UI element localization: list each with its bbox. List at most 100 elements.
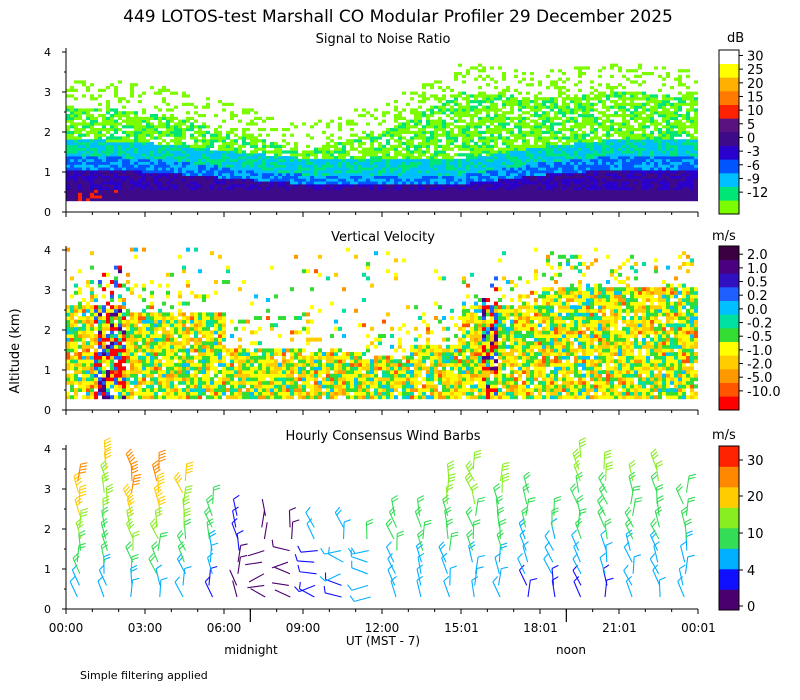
snr-cell [170, 119, 174, 123]
snr-cell [530, 83, 534, 87]
snr-cell [462, 175, 466, 179]
snr-cell [578, 181, 582, 185]
snr-cell [278, 186, 282, 190]
snr-cell [66, 125, 70, 129]
snr-cell [610, 153, 614, 157]
snr-cell [534, 178, 538, 182]
snr-cell [106, 122, 110, 126]
snr-cell [646, 94, 650, 98]
snr-cell [662, 125, 666, 129]
vv-cell [66, 341, 70, 346]
snr-cell [382, 158, 386, 162]
snr-cell [106, 156, 110, 160]
snr-cell [330, 158, 334, 162]
snr-cell [298, 178, 302, 182]
snr-cell [518, 116, 522, 120]
snr-cell [486, 97, 490, 101]
snr-cell [190, 158, 194, 162]
vv-cell [86, 359, 90, 364]
snr-cell [158, 167, 162, 171]
snr-cell [626, 128, 630, 132]
snr-cell [262, 156, 266, 160]
snr-cell [186, 158, 190, 162]
snr-cell [674, 116, 678, 120]
vv-cell [82, 359, 86, 364]
snr-cell [470, 150, 474, 154]
snr-cell [90, 198, 94, 202]
snr-cell [570, 139, 574, 143]
snr-cell [126, 186, 130, 190]
snr-cell [622, 139, 626, 143]
snr-cell [502, 116, 506, 120]
snr-cell [398, 195, 402, 199]
snr-cell [638, 172, 642, 176]
snr-cell [386, 192, 390, 196]
snr-cell [402, 130, 406, 134]
snr-cell [98, 170, 102, 174]
vv-heatmap [66, 247, 698, 400]
snr-cell [134, 128, 138, 132]
snr-cell [126, 111, 130, 115]
snr-cell [266, 186, 270, 190]
snr-cell [422, 136, 426, 140]
snr-cell [230, 178, 234, 182]
snr-cell [438, 150, 442, 154]
snr-cell [250, 158, 254, 162]
snr-cell [102, 150, 106, 154]
snr-cell [134, 161, 138, 165]
snr-cell [674, 130, 678, 134]
snr-cell [362, 142, 366, 146]
snr-cell [450, 161, 454, 165]
snr-cell [278, 153, 282, 157]
snr-cell [134, 111, 138, 115]
snr-cell [686, 91, 690, 95]
snr-cell [122, 125, 126, 129]
snr-cell [182, 161, 186, 165]
snr-cell [586, 114, 590, 118]
snr-cell [154, 161, 158, 165]
snr-cell [242, 142, 246, 146]
snr-cell [602, 184, 606, 188]
snr-cell [690, 116, 694, 120]
snr-cell [126, 164, 130, 168]
snr-cell [486, 161, 490, 165]
snr-cell [654, 156, 658, 160]
snr-cell [458, 147, 462, 151]
snr-cell [482, 97, 486, 101]
snr-cell [434, 167, 438, 171]
snr-cell [158, 156, 162, 160]
snr-cell [398, 184, 402, 188]
snr-cell [366, 184, 370, 188]
snr-cell [626, 150, 630, 154]
snr-cell [586, 150, 590, 154]
snr-cell [590, 136, 594, 140]
snr-cell [398, 122, 402, 126]
vv-cell [90, 377, 94, 382]
snr-cell [646, 184, 650, 188]
snr-cell [258, 116, 262, 120]
snr-cell [446, 156, 450, 160]
vv-cell [86, 348, 90, 353]
snr-cell [442, 125, 446, 129]
snr-cell [74, 189, 78, 193]
snr-cell [302, 175, 306, 179]
snr-cell [186, 170, 190, 174]
snr-cell [486, 116, 490, 120]
snr-cell [398, 192, 402, 196]
snr-cell [130, 172, 134, 176]
snr-cell [74, 136, 78, 140]
snr-cell [326, 184, 330, 188]
snr-cell [158, 153, 162, 157]
snr-cell [206, 156, 210, 160]
snr-cell [614, 189, 618, 193]
snr-cell [614, 167, 618, 171]
snr-cell [602, 192, 606, 196]
snr-cell [434, 122, 438, 126]
snr-cell [234, 178, 238, 182]
snr-cell [138, 136, 142, 140]
snr-cell [562, 158, 566, 162]
snr-cell [374, 139, 378, 143]
snr-cell [674, 108, 678, 112]
snr-cell [594, 153, 598, 157]
snr-cell [174, 192, 178, 196]
